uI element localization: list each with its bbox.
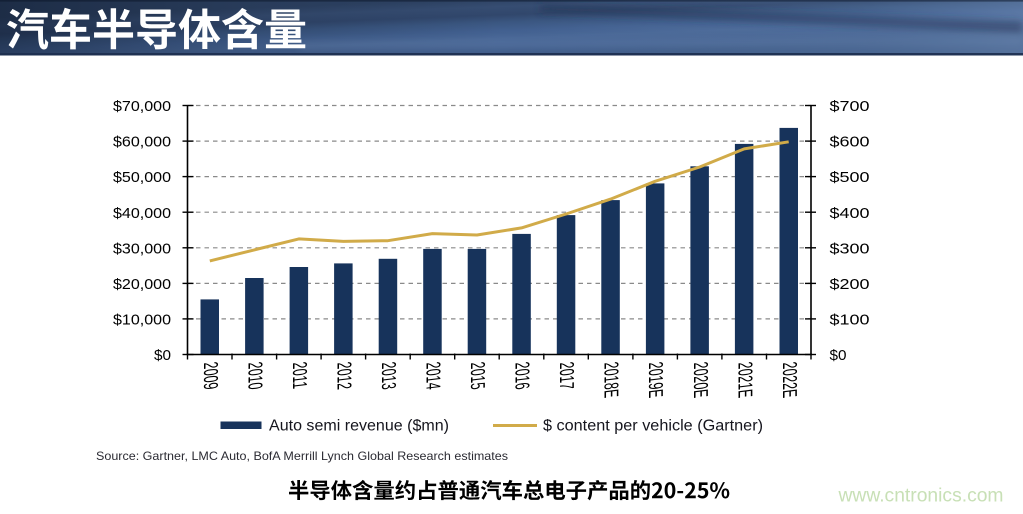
svg-text:2021E: 2021E: [734, 361, 757, 400]
svg-text:Source: Gartner, LMC Auto, Bo: Source: Gartner, LMC Auto, BofA Merrill …: [96, 449, 508, 463]
svg-text:$400: $400: [830, 205, 870, 222]
svg-text:2017: 2017: [555, 361, 578, 391]
svg-text:$50,000: $50,000: [113, 169, 171, 186]
svg-text:2012: 2012: [333, 361, 356, 391]
svg-text:2019E: 2019E: [644, 361, 667, 400]
svg-text:$0: $0: [830, 347, 847, 364]
svg-text:$0: $0: [154, 347, 171, 364]
svg-text:$600: $600: [830, 134, 870, 151]
svg-text:$70,000: $70,000: [113, 98, 171, 115]
svg-text:2015: 2015: [466, 361, 489, 391]
svg-text:$300: $300: [830, 240, 870, 257]
svg-text:$ content per vehicle (Gartne: $ content per vehicle (Gartner): [543, 418, 763, 435]
svg-text:2010: 2010: [244, 361, 267, 391]
svg-text:$20,000: $20,000: [113, 276, 171, 293]
svg-text:$100: $100: [830, 312, 870, 329]
svg-text:2009: 2009: [199, 361, 222, 391]
svg-text:2011: 2011: [288, 361, 311, 390]
svg-text:2022E: 2022E: [778, 361, 801, 400]
svg-text:2013: 2013: [377, 361, 400, 391]
svg-text:$60,000: $60,000: [113, 134, 171, 151]
svg-text:$40,000: $40,000: [113, 205, 171, 222]
svg-text:$200: $200: [830, 276, 870, 293]
svg-text:2016: 2016: [511, 361, 534, 391]
svg-text:$10,000: $10,000: [113, 312, 171, 329]
svg-text:$500: $500: [830, 169, 870, 186]
svg-text:2014: 2014: [422, 361, 445, 391]
svg-text:$700: $700: [830, 98, 870, 115]
svg-text:2018E: 2018E: [600, 361, 623, 400]
svg-text:www.cntronics.com: www.cntronics.com: [837, 486, 1003, 507]
svg-text:2020E: 2020E: [689, 361, 712, 400]
svg-text:Auto semi revenue ($mn): Auto semi revenue ($mn): [269, 418, 449, 435]
svg-text:$30,000: $30,000: [113, 240, 171, 257]
